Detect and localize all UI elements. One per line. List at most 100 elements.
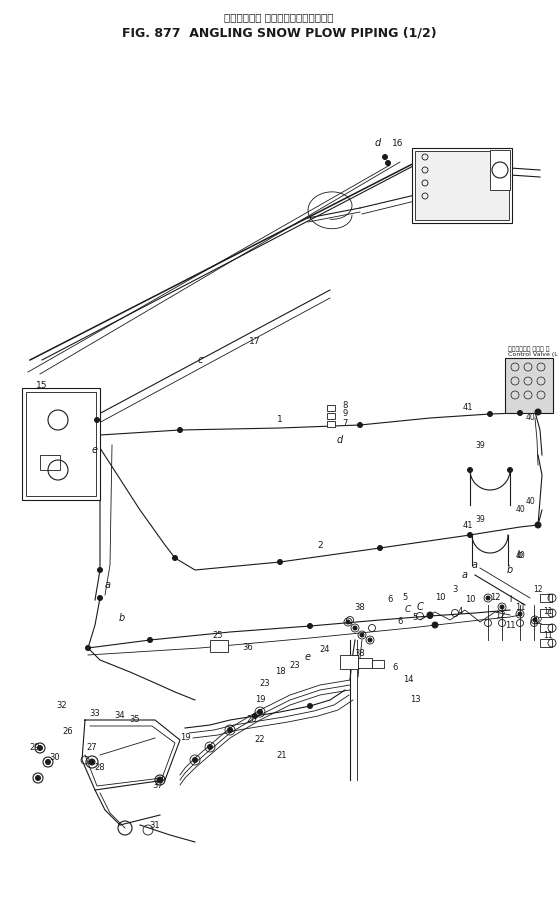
Text: 3: 3 xyxy=(453,585,458,594)
Circle shape xyxy=(94,418,99,422)
Text: 12: 12 xyxy=(495,611,505,620)
Text: 23: 23 xyxy=(290,661,300,670)
Text: 6: 6 xyxy=(392,664,398,673)
Text: c: c xyxy=(198,355,203,365)
Circle shape xyxy=(358,422,363,427)
Circle shape xyxy=(378,545,382,550)
Bar xyxy=(505,358,553,413)
Text: 5: 5 xyxy=(412,612,417,621)
Text: 11: 11 xyxy=(514,603,525,612)
Bar xyxy=(327,421,335,427)
Text: a: a xyxy=(472,560,478,570)
Text: 13: 13 xyxy=(410,695,420,705)
Bar xyxy=(40,455,60,470)
Circle shape xyxy=(98,595,103,601)
Text: 41: 41 xyxy=(463,403,473,412)
Bar xyxy=(540,624,552,632)
Bar xyxy=(210,640,228,652)
Bar xyxy=(540,594,552,602)
Text: 22: 22 xyxy=(255,735,265,744)
Circle shape xyxy=(386,161,391,165)
Circle shape xyxy=(486,596,490,600)
Text: b: b xyxy=(507,565,513,575)
Text: FIG. 877  ANGLING SNOW PLOW PIPING (1/2): FIG. 877 ANGLING SNOW PLOW PIPING (1/2) xyxy=(122,26,436,39)
Text: コントロール バルブ 左: コントロール バルブ 左 xyxy=(508,347,550,352)
Text: d: d xyxy=(337,435,343,445)
Bar xyxy=(540,609,552,617)
Circle shape xyxy=(427,612,433,618)
Text: C: C xyxy=(417,602,424,612)
Text: アングリング スノープラウパイピング: アングリング スノープラウパイピング xyxy=(224,12,334,22)
Text: 12: 12 xyxy=(533,618,543,627)
Text: l: l xyxy=(509,595,511,604)
Text: 11: 11 xyxy=(505,621,515,629)
Text: 28: 28 xyxy=(95,763,105,772)
Text: b: b xyxy=(119,613,125,623)
Text: C: C xyxy=(405,605,411,614)
Text: 34: 34 xyxy=(115,711,126,720)
Text: 12: 12 xyxy=(533,585,543,594)
Circle shape xyxy=(277,559,282,565)
Circle shape xyxy=(535,409,541,415)
Text: 1: 1 xyxy=(277,416,283,425)
Text: 6: 6 xyxy=(397,618,403,627)
Text: b: b xyxy=(517,550,523,560)
Circle shape xyxy=(46,760,51,764)
Text: 21: 21 xyxy=(277,751,287,760)
Circle shape xyxy=(346,620,350,624)
Circle shape xyxy=(157,777,163,783)
Circle shape xyxy=(37,745,42,751)
Text: 38: 38 xyxy=(355,648,365,657)
Circle shape xyxy=(228,727,233,733)
Text: 20: 20 xyxy=(247,716,257,725)
Text: 40: 40 xyxy=(525,412,535,421)
Text: 27: 27 xyxy=(86,744,97,753)
Text: a: a xyxy=(105,580,111,590)
Circle shape xyxy=(432,622,438,628)
Bar xyxy=(372,660,384,668)
Text: 15: 15 xyxy=(36,381,48,390)
Text: 35: 35 xyxy=(129,716,140,725)
Circle shape xyxy=(468,533,473,538)
Bar xyxy=(327,405,335,411)
Circle shape xyxy=(533,618,537,622)
Text: Control Valve (L.H): Control Valve (L.H) xyxy=(508,352,558,357)
Bar xyxy=(412,148,512,223)
Circle shape xyxy=(208,744,213,750)
Text: d: d xyxy=(375,138,381,148)
Bar xyxy=(358,658,372,668)
Bar xyxy=(490,150,510,190)
Bar xyxy=(26,392,96,496)
Text: 38: 38 xyxy=(355,603,365,612)
Circle shape xyxy=(535,522,541,528)
Circle shape xyxy=(193,758,198,762)
Circle shape xyxy=(98,568,103,573)
Circle shape xyxy=(368,638,372,642)
Text: 25: 25 xyxy=(213,630,223,639)
Circle shape xyxy=(488,411,493,417)
Text: 14: 14 xyxy=(403,675,413,684)
Circle shape xyxy=(253,714,257,718)
Circle shape xyxy=(518,612,522,616)
Text: 19: 19 xyxy=(255,695,265,705)
Circle shape xyxy=(307,703,312,709)
Text: 41: 41 xyxy=(463,521,473,530)
Text: 29: 29 xyxy=(30,744,40,753)
Circle shape xyxy=(427,613,432,619)
Text: 36: 36 xyxy=(243,644,253,653)
Text: e: e xyxy=(92,445,98,455)
Text: e: e xyxy=(305,652,311,662)
Text: 12: 12 xyxy=(490,593,501,602)
Bar xyxy=(340,655,358,669)
Bar xyxy=(327,413,335,419)
Circle shape xyxy=(177,427,182,433)
Circle shape xyxy=(360,633,364,637)
Text: 31: 31 xyxy=(150,821,160,830)
Text: 8: 8 xyxy=(342,401,348,410)
Text: 18: 18 xyxy=(275,667,285,676)
Text: 2: 2 xyxy=(317,541,323,550)
Text: 32: 32 xyxy=(57,700,68,709)
Text: 10: 10 xyxy=(465,595,475,604)
Text: 26: 26 xyxy=(62,727,73,736)
Circle shape xyxy=(307,623,312,629)
